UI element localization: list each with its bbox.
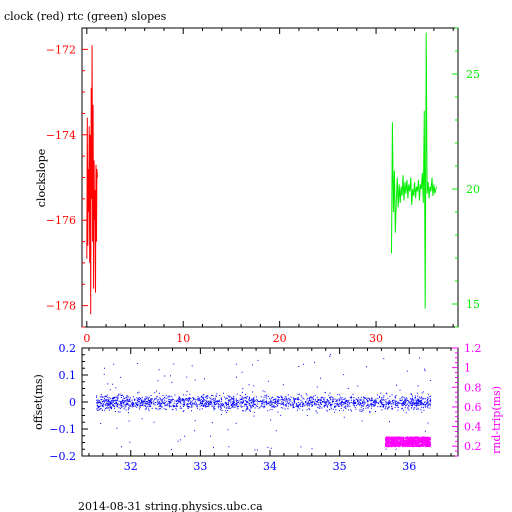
top-chart-data (86, 32, 438, 315)
y-tick-label: −0.2 (49, 450, 76, 463)
bottom-chart-ticks: 32 33 34 35 36 0.2 0.1 0 −0.1 −0.2 1.2 1 0.8 0.6 0.4 0.… (49, 342, 481, 473)
x-tick-label: 10 (176, 332, 190, 345)
y-tick-label: −172 (46, 43, 76, 56)
x-tick-label: 34 (263, 460, 277, 473)
top-chart-frame (81, 27, 459, 328)
offset-points (96, 354, 432, 451)
y-tick-label: 0.2 (59, 342, 77, 355)
x-tick-label: 36 (402, 460, 416, 473)
x-tick-label: 30 (369, 332, 383, 345)
y-tick-label: 0.1 (59, 369, 77, 382)
bottom-y2-axis-label: rnd-trip(ms) (490, 386, 503, 454)
y2-tick-label: 0.2 (464, 440, 482, 453)
bottom-y-axis-label: offset(ms) (32, 374, 45, 430)
footer-caption: 2014-08-31 string.physics.ubc.ca (78, 500, 263, 512)
series-line-0 (86, 45, 98, 315)
top-chart-ticks: 0 10 20 30 −172 −174 −176 −178 25 20 15 (46, 27, 480, 345)
y2-tick-label: 15 (466, 298, 480, 311)
round-trip-points (384, 436, 432, 448)
y-tick-label: −0.1 (49, 423, 76, 436)
series-line-1 (391, 32, 438, 309)
chart-title: clock (red) rtc (green) slopes (4, 10, 167, 23)
x-tick-label: 35 (333, 460, 347, 473)
y2-tick-label: 1 (464, 362, 471, 375)
y-tick-label: 0 (69, 396, 76, 409)
bottom-chart: 32 33 34 35 36 0.2 0.1 0 −0.1 −0.2 1.2 1 0.8 0.6 0.4 0.… (32, 342, 503, 473)
x-tick-label: 32 (124, 460, 138, 473)
x-tick-label: 0 (83, 332, 90, 345)
y2-tick-label: 20 (466, 183, 480, 196)
y2-tick-label: 0.6 (464, 401, 482, 414)
y-tick-label: −178 (46, 300, 76, 313)
y-tick-label: −176 (46, 214, 76, 227)
y2-tick-label: 1.2 (464, 342, 482, 355)
y2-tick-label: 0.8 (464, 381, 482, 394)
x-tick-label: 33 (193, 460, 207, 473)
top-y-axis-label: clockslope (35, 149, 48, 207)
y2-tick-label: 25 (466, 68, 480, 81)
y-tick-label: −174 (46, 129, 76, 142)
bottom-chart-data (96, 354, 432, 451)
x-tick-label: 20 (273, 332, 287, 345)
top-chart: 0 10 20 30 −172 −174 −176 −178 25 20 15 clockslope (35, 27, 480, 345)
y2-tick-label: 0.4 (464, 421, 482, 434)
